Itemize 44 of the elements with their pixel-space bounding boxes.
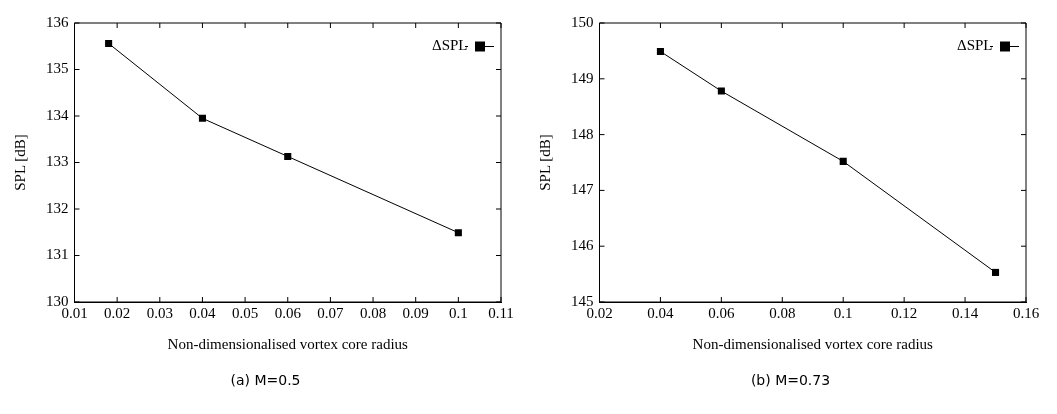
x-tick-label: 0.1	[833, 304, 853, 321]
y-tick-label: 149	[571, 69, 594, 86]
text: (b) M=0.73	[749, 372, 832, 388]
x-tick-label: 0.1	[448, 304, 468, 321]
point	[105, 39, 113, 47]
y-axis-title: SPL [dB]	[536, 134, 553, 191]
x-tick-label: 0.02	[104, 304, 131, 321]
point	[656, 47, 664, 55]
y-tick-label: 147	[571, 181, 594, 198]
y-tick-label: 131	[46, 246, 69, 263]
x-tick-label: 0.04	[189, 304, 217, 321]
point	[839, 157, 847, 165]
point	[454, 229, 462, 237]
x-tick-label: 0.08	[359, 304, 387, 321]
y-axis-title: SPL [dB]	[11, 134, 28, 191]
y-tick-label: 146	[571, 237, 594, 254]
point	[198, 114, 206, 122]
y-tick-label: 134	[46, 106, 69, 123]
y-tick-label: 145	[571, 292, 594, 309]
x-tick-label: 0.09	[402, 304, 429, 321]
x-tick-label: 0.05	[231, 304, 259, 321]
point	[992, 268, 1000, 276]
x-axis-title: Non-dimensionalised vortex core radius	[692, 335, 934, 352]
y-tick-label: 133	[46, 153, 69, 170]
x-tick-label: 0.12	[891, 304, 918, 321]
y-tick-label: 150	[571, 13, 594, 30]
x-tick-label: 0.16	[1012, 304, 1040, 321]
x-axis-title: Non-dimensionalised vortex core radius	[167, 335, 409, 352]
x-tick-label: 0.07	[317, 304, 345, 321]
x-tick-label: 0.04	[647, 304, 675, 321]
point	[284, 152, 292, 160]
y-tick-label: 130	[46, 292, 69, 309]
point	[717, 87, 725, 95]
x-tick-label: 0.08	[769, 304, 796, 321]
x-tick-label: 0.11	[488, 304, 514, 321]
text: (a) M=0.5	[229, 372, 302, 388]
x-tick-label: 0.06	[274, 304, 302, 321]
x-tick-label: 0.03	[146, 304, 173, 321]
x-tick-label: 0.14	[951, 304, 979, 321]
x-tick-label: 0.06	[708, 304, 735, 321]
y-tick-label: 136	[46, 13, 69, 30]
y-tick-label: 135	[46, 60, 69, 77]
y-tick-label: 148	[571, 125, 594, 142]
y-tick-label: 132	[46, 199, 69, 216]
